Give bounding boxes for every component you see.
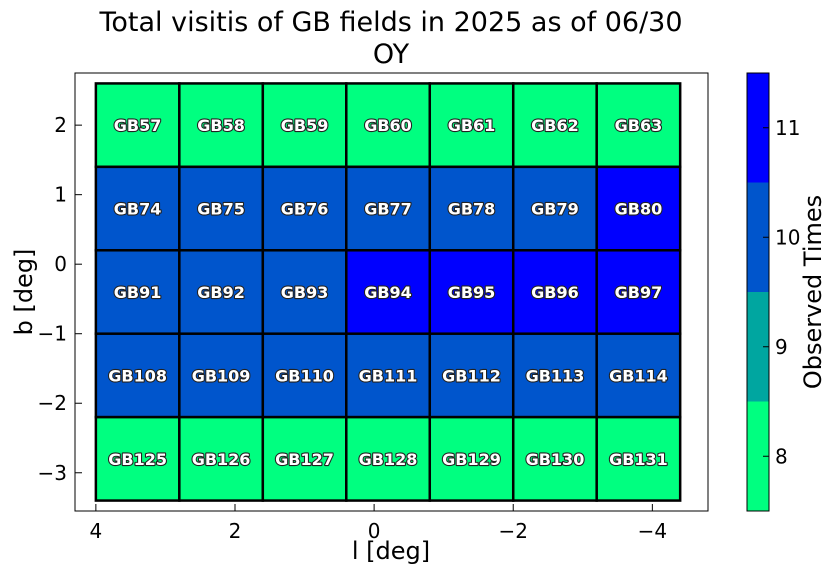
field-label-gb112: GB112 [442,366,501,385]
y-tick-label: 2 [54,113,67,137]
chart-subtitle: OY [373,39,410,70]
field-cell-gb113 [511,332,598,419]
field-cell-gb92 [178,249,265,335]
colorbar-tick-label: 10 [775,225,800,249]
x-tick-label: −4 [638,519,667,543]
y-axis-ticks: 2 1 0 −1 −2 −3 [38,113,82,485]
field-cell-gb57 [94,82,181,169]
field-cell-gb74 [94,165,181,252]
field-cell-gb96 [511,249,598,335]
field-label-gb128: GB128 [359,450,418,469]
field-label-gb131: GB131 [609,450,668,469]
field-label-gb59: GB59 [281,116,329,135]
field-label-gb127: GB127 [275,450,334,469]
y-tick-label: −1 [38,322,67,346]
field-label-gb62: GB62 [531,116,579,135]
colorbar-segment [747,292,769,402]
field-label-gb126: GB126 [192,450,251,469]
field-cell-gb127 [261,415,348,502]
field-label-gb79: GB79 [531,200,579,219]
x-tick-label: 0 [368,519,381,543]
colorbar-label: Observed Times [799,195,827,389]
y-tick-label: −3 [38,461,67,485]
field-label-gb129: GB129 [442,450,501,469]
field-label-gb92: GB92 [197,283,245,302]
field-cell-gb58 [178,82,265,169]
field-label-gb57: GB57 [114,116,162,135]
field-cell-gb131 [595,415,682,502]
heatmap-cells: GB57 GB58 GB59 GB60 GB61 GB62 GB63 GB74 GB75 GB76… [94,82,682,502]
x-tick-label: 2 [229,519,242,543]
x-axis-label: l [deg] [352,537,430,565]
field-label-gb96: GB96 [531,283,579,302]
field-label-gb63: GB63 [615,116,663,135]
field-label-gb76: GB76 [281,200,329,219]
colorbar-segment [747,73,769,183]
x-tick-label: 4 [90,519,103,543]
field-cell-gb125 [94,415,181,502]
field-cell-gb97 [595,249,682,335]
colorbar-tick-label: 9 [775,335,788,359]
field-label-gb109: GB109 [192,366,251,385]
field-label-gb61: GB61 [448,116,496,135]
field-label-gb97: GB97 [615,283,663,302]
field-cell-gb78 [428,165,515,252]
colorbar-tick-label: 11 [775,116,800,140]
field-label-gb91: GB91 [114,283,162,302]
y-axis-label: b [deg] [10,249,38,336]
x-tick-label: −2 [498,519,527,543]
field-label-gb93: GB93 [281,283,329,302]
field-cell-gb80 [595,165,682,252]
field-label-gb74: GB74 [114,200,162,219]
field-label-gb125: GB125 [108,450,167,469]
colorbar-segment [747,182,769,292]
field-label-gb95: GB95 [448,283,496,302]
field-cell-gb62 [511,82,598,169]
field-label-gb110: GB110 [275,366,334,385]
field-cell-gb76 [261,165,348,252]
colorbar-tick-label: 8 [775,444,788,468]
field-cell-gb93 [261,249,348,335]
field-label-gb80: GB80 [615,200,663,219]
field-label-gb75: GB75 [197,200,245,219]
chart-title: Total visitis of GB fields in 2025 as of… [98,7,682,38]
y-tick-label: 0 [54,252,67,276]
field-label-gb108: GB108 [108,366,167,385]
y-tick-label: −2 [38,391,67,415]
field-label-gb114: GB114 [609,366,668,385]
colorbar-frame [746,72,770,512]
field-label-gb113: GB113 [526,366,585,385]
field-cell-gb108 [94,332,181,419]
field-label-gb94: GB94 [364,283,412,302]
field-label-gb111: GB111 [359,366,418,385]
colorbar: 8 9 10 11 [746,72,800,512]
field-label-gb60: GB60 [364,116,412,135]
field-label-gb78: GB78 [448,200,496,219]
field-cell-gb95 [428,249,515,335]
field-cell-gb130 [511,415,598,502]
field-label-gb130: GB130 [526,450,585,469]
y-tick-label: 1 [54,183,67,207]
plot-frame [74,72,709,512]
x-axis-ticks: 4 2 0 −2 −4 [90,504,667,543]
field-label-gb58: GB58 [197,116,245,135]
field-label-gb77: GB77 [364,200,412,219]
field-cell-gb109 [178,332,265,419]
colorbar-segment [747,401,769,511]
